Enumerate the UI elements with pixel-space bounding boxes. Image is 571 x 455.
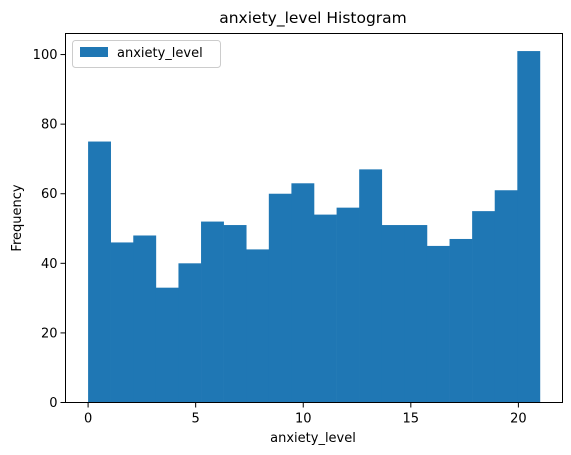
legend: anxiety_level bbox=[72, 40, 221, 68]
histogram-bar bbox=[381, 225, 405, 403]
histogram-bar bbox=[268, 193, 292, 403]
x-tick-label: 20 bbox=[510, 412, 527, 427]
chart-title: anxiety_level Histogram bbox=[219, 9, 407, 28]
plot-frame bbox=[65, 33, 563, 403]
y-tick-label: 0 bbox=[49, 396, 57, 411]
histogram-bar bbox=[178, 263, 202, 403]
histogram-bar bbox=[472, 211, 496, 403]
histogram-bar bbox=[246, 249, 270, 403]
histogram-bar bbox=[426, 245, 450, 403]
x-axis-label: anxiety_level bbox=[270, 431, 356, 446]
x-tick-label: 5 bbox=[192, 412, 200, 427]
histogram-bar bbox=[201, 221, 224, 403]
histogram-bar bbox=[133, 235, 157, 403]
histogram-bar bbox=[223, 225, 247, 403]
histogram-bar bbox=[404, 225, 428, 403]
x-tick-label: 15 bbox=[403, 412, 420, 427]
x-tick-label: 0 bbox=[84, 412, 92, 427]
x-tick-label: 10 bbox=[295, 412, 312, 427]
legend-box bbox=[72, 40, 221, 68]
legend-swatch bbox=[80, 47, 108, 57]
x-axis-ticks: 0 5 10 15 20 bbox=[84, 402, 527, 427]
y-axis-ticks: 0 20 40 60 80 100 bbox=[33, 48, 66, 411]
histogram-bar bbox=[336, 207, 360, 403]
histogram-bar bbox=[110, 242, 134, 403]
y-tick-label: 20 bbox=[41, 326, 58, 341]
histogram-bar bbox=[88, 141, 111, 403]
y-tick-label: 60 bbox=[41, 187, 58, 202]
histogram-bar bbox=[517, 51, 541, 403]
histogram-bar bbox=[494, 190, 518, 403]
histogram-bar bbox=[155, 287, 179, 403]
y-tick-label: 100 bbox=[33, 48, 58, 63]
y-tick-label: 80 bbox=[41, 118, 58, 133]
y-tick-label: 40 bbox=[41, 257, 58, 272]
y-axis-label: Frequency bbox=[10, 184, 25, 251]
histogram-bar bbox=[359, 169, 383, 403]
histogram-bar bbox=[314, 214, 337, 403]
histogram-bar bbox=[449, 238, 473, 403]
bars-group bbox=[88, 51, 541, 403]
histogram-bar bbox=[291, 183, 315, 403]
legend-label: anxiety_level bbox=[117, 46, 203, 61]
